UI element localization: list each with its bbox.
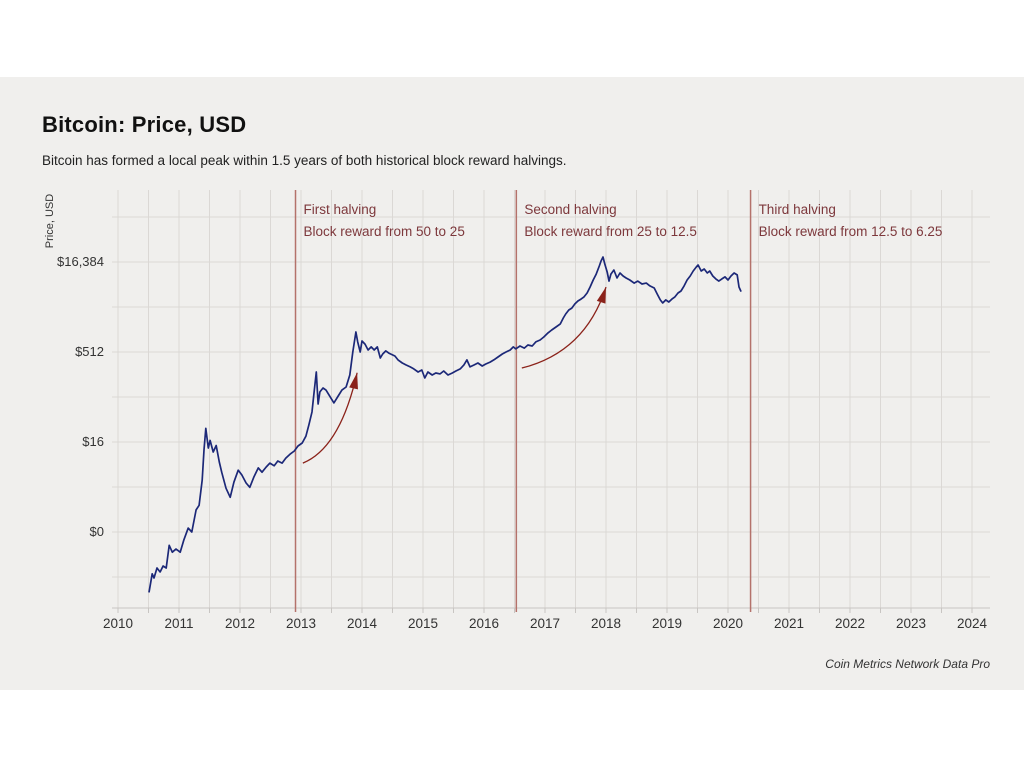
x-tick-label: 2014 (346, 616, 378, 631)
y-tick-label: $16 (82, 434, 104, 449)
chart-subtitle: Bitcoin has formed a local peak within 1… (42, 153, 567, 168)
y-tick-label: $16,384 (57, 254, 104, 269)
x-tick-label: 2022 (834, 616, 866, 631)
halving-note: Second halving Block reward from 25 to 12… (524, 199, 697, 243)
x-tick-label: 2013 (285, 616, 317, 631)
x-tick-label: 2010 (102, 616, 134, 631)
x-tick-label: 2021 (773, 616, 805, 631)
halving-note: Third halving Block reward from 12.5 to 6… (759, 199, 943, 243)
y-tick-label: $512 (75, 344, 104, 359)
price-line (148, 256, 742, 593)
x-tick-label: 2012 (224, 616, 256, 631)
arrowhead-icon (349, 372, 358, 390)
halving-title: Second halving (524, 202, 617, 217)
x-tick-label: 2020 (712, 616, 744, 631)
x-tick-label: 2011 (164, 616, 194, 631)
x-tick-label: 2015 (407, 616, 439, 631)
x-tick-label: 2018 (590, 616, 622, 631)
chart-title: Bitcoin: Price, USD (42, 112, 247, 137)
x-tick-label: 2023 (895, 616, 927, 631)
x-tick-label: 2016 (468, 616, 500, 631)
halving-desc: Block reward from 12.5 to 6.25 (758, 224, 943, 239)
halving-note: First halving Block reward from 50 to 25 (304, 199, 465, 243)
x-tick-label: 2019 (651, 616, 683, 631)
chart-card (0, 77, 1024, 690)
halving-title: Third halving (758, 202, 836, 217)
x-tick-label: 2024 (956, 616, 988, 631)
halving-desc: Block reward from 25 to 12.5 (524, 224, 697, 239)
y-axis-title: Price, USD (44, 193, 56, 249)
price-chart-plot (112, 190, 990, 613)
y-tick-label: $0 (89, 524, 104, 539)
halving-title: First halving (303, 202, 377, 217)
x-tick-label: 2017 (529, 616, 561, 631)
source-credit: Coin Metrics Network Data Pro (825, 657, 990, 671)
trend-arrow (521, 286, 607, 369)
arrowhead-icon (596, 287, 606, 304)
halving-desc: Block reward from 50 to 25 (303, 224, 465, 239)
